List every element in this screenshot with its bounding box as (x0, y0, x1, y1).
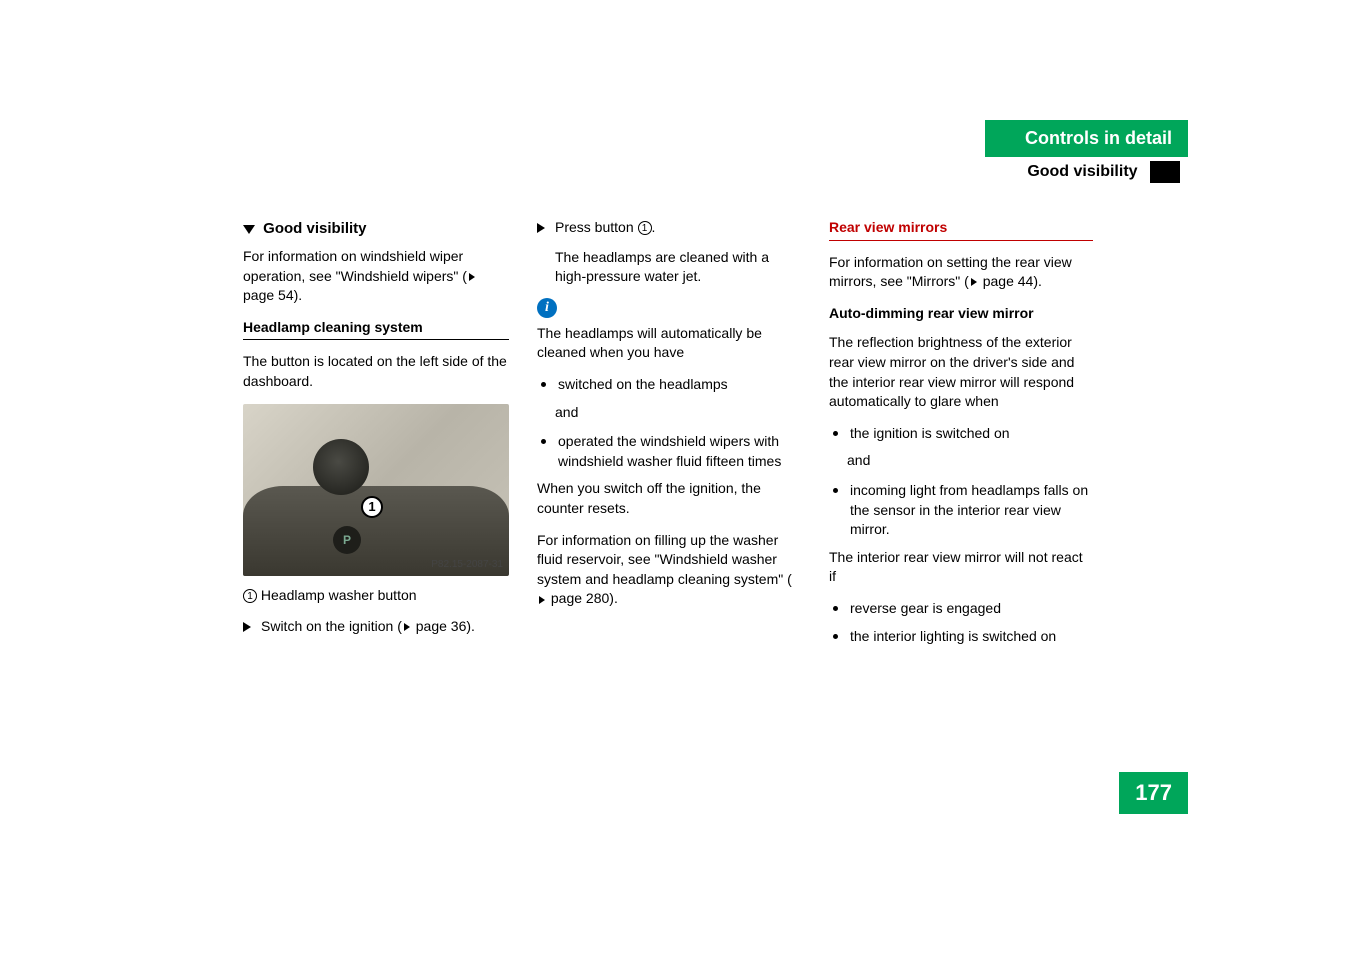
step-press-num: 1 (638, 221, 652, 235)
page-number: 177 (1119, 772, 1188, 814)
intro-text-2: page 54). (243, 287, 302, 303)
page-ref-icon (539, 596, 545, 604)
figure-caption: 1 Headlamp washer button (243, 586, 509, 606)
chapter-title: Controls in detail (985, 120, 1188, 157)
step-press-pre: Press button (555, 219, 638, 235)
step-press-text: Press button 1. (555, 218, 801, 238)
page-ref-icon (971, 278, 977, 286)
bullet-incoming-text: incoming light from headlamps falls on t… (850, 481, 1093, 540)
step-arrow-icon (537, 223, 545, 233)
step-text-1: Switch on the ignition ( (261, 618, 402, 634)
step-arrow-icon (243, 622, 251, 632)
bullet-interior-text: the interior lighting is switched on (850, 627, 1093, 647)
content-columns: Good visibility For information on winds… (243, 218, 1093, 654)
auto-dim-para: The reflection brightness of the exterio… (829, 333, 1093, 411)
info-and-1: and (537, 403, 801, 423)
bullet-icon (541, 439, 546, 444)
step-text-1-ref: page 36). (412, 618, 475, 634)
bullet-icon (833, 488, 838, 493)
caption-number: 1 (243, 589, 257, 603)
figure-p-button: P (333, 526, 361, 554)
info-line-2: When you switch off the ignition, the co… (537, 479, 801, 518)
column-1: Good visibility For information on winds… (243, 218, 509, 654)
column-3: Rear view mirrors For information on set… (829, 218, 1093, 654)
washer-fluid-text: For information on filling up the washer… (537, 532, 792, 587)
bullet-ignition-on: the ignition is switched on (829, 424, 1093, 444)
figure-callout-1: 1 (361, 496, 383, 518)
bullet-icon (833, 634, 838, 639)
mirrors-ref: page 44). (979, 273, 1042, 289)
figure-code: P82.15-2087-31 (431, 558, 503, 572)
step-ignition-text: Switch on the ignition ( page 36). (261, 617, 509, 637)
subheading-rear-mirrors: Rear view mirrors (829, 218, 1093, 241)
info-line-1: The headlamps will automatically be clea… (537, 324, 801, 363)
figure-dial (313, 439, 369, 495)
column-2: Press button 1. The headlamps are cleane… (537, 218, 801, 654)
section-title-header: Good visibility (448, 161, 1188, 183)
bullet-icon (541, 382, 546, 387)
caption-text: Headlamp washer button (261, 587, 417, 603)
page-header: Controls in detail Good visibility (448, 120, 1188, 183)
info-bullet-1: switched on the headlamps (537, 375, 801, 395)
step-ignition: Switch on the ignition ( page 36). (243, 617, 509, 637)
subheading-auto-dim: Auto-dimming rear view mirror (829, 304, 1093, 324)
black-tab-box (1150, 161, 1180, 183)
intro-paragraph: For information on windshield wiper oper… (243, 247, 509, 306)
dashboard-figure: P 1 P82.15-2087-31 (243, 404, 509, 576)
bullet-reverse-gear: reverse gear is engaged (829, 599, 1093, 619)
section-heading-text: Good visibility (263, 220, 366, 237)
bullet-icon (833, 431, 838, 436)
info-bullet-2: operated the windshield wipers with wind… (537, 432, 801, 471)
info-bullet-1-text: switched on the headlamps (558, 375, 801, 395)
and-text: and (829, 451, 1093, 471)
info-block: i The headlamps will automatically be cl… (537, 297, 801, 519)
washer-fluid-ref: page 280). (547, 590, 618, 606)
bullet-incoming-light: incoming light from headlamps falls on t… (829, 481, 1093, 540)
triangle-down-icon (243, 225, 255, 234)
info-bullet-2-text: operated the windshield wipers with wind… (558, 432, 801, 471)
info-icon: i (537, 298, 557, 318)
intro-text-1: For information on windshield wiper oper… (243, 248, 467, 284)
bullet-reverse-text: reverse gear is engaged (850, 599, 1093, 619)
page-ref-icon (469, 273, 475, 281)
no-react-para: The interior rear view mirror will not r… (829, 548, 1093, 587)
bullet-icon (833, 606, 838, 611)
step-press-button: Press button 1. (537, 218, 801, 238)
mirrors-para: For information on setting the rear view… (829, 253, 1093, 292)
para-button-location: The button is located on the left side o… (243, 352, 509, 391)
section-heading: Good visibility (243, 218, 509, 239)
bullet-interior-lighting: the interior lighting is switched on (829, 627, 1093, 647)
subheading-headlamp: Headlamp cleaning system (243, 318, 509, 341)
page-ref-icon (404, 623, 410, 631)
step-press-after: . (652, 219, 656, 235)
bullet-ignition-text: the ignition is switched on (850, 424, 1093, 444)
section-title-text: Good visibility (1027, 163, 1137, 180)
washer-fluid-para: For information on filling up the washer… (537, 531, 801, 609)
step-press-body: The headlamps are cleaned with a high-pr… (537, 248, 801, 287)
